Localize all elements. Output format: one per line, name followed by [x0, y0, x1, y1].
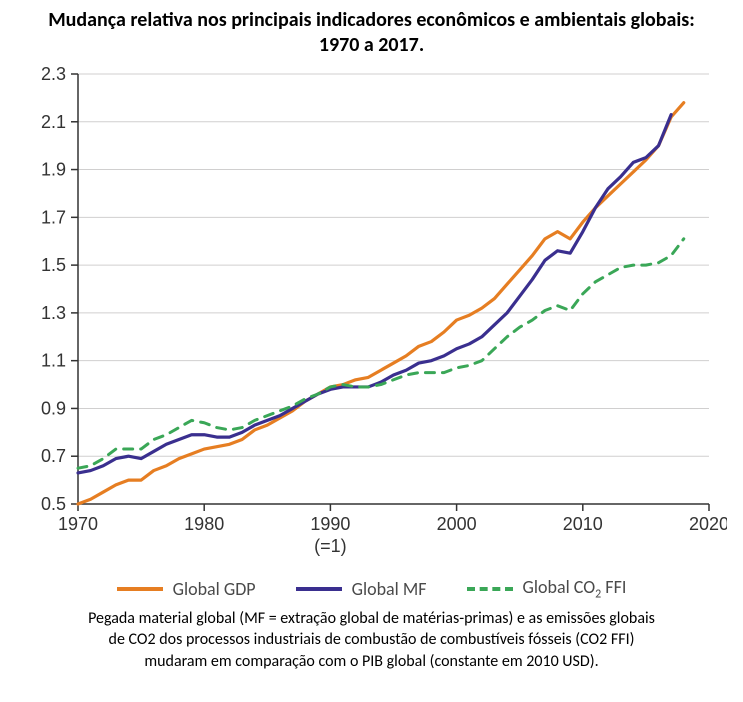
- legend-label: Global CO2 FFI: [523, 576, 627, 602]
- caption-line-2: de CO2 dos processos industriais de comb…: [109, 630, 635, 649]
- legend-item: Global MF: [296, 578, 427, 600]
- line-chart: 1970 1980 1990 2000 2010 2020 (=1) 0.5 0.7 0.9 1.1…: [16, 64, 727, 574]
- title-line-1: Mudança relativa nos principais indicado…: [48, 8, 695, 32]
- legend-swatch: [467, 587, 513, 591]
- x-tick-label: 2010: [563, 514, 603, 534]
- y-tick-label: 1.3: [41, 303, 66, 323]
- x-tick-label: 2020: [689, 514, 727, 534]
- x-tick-label: 1980: [184, 514, 224, 534]
- chart-caption: Pegada material global (MF = extração gl…: [22, 608, 722, 673]
- chart-legend: Global GDP Global MF Global CO2 FFI: [16, 576, 727, 602]
- y-tick-label: 1.9: [41, 160, 66, 180]
- caption-line-1: Pegada material global (MF = extração gl…: [88, 609, 655, 628]
- y-tick-label: 0.9: [41, 398, 66, 418]
- legend-item: Global GDP: [117, 578, 256, 600]
- legend-label: Global GDP: [173, 578, 256, 600]
- legend-swatch: [296, 587, 342, 591]
- legend-label: Global MF: [352, 578, 427, 600]
- legend-item: Global CO2 FFI: [467, 576, 627, 602]
- x-sub-label: (=1): [314, 536, 347, 556]
- x-tick-label: 2000: [437, 514, 477, 534]
- y-tick-label: 1.7: [41, 207, 66, 227]
- chart-title: Mudança relativa nos principais indicado…: [22, 8, 722, 58]
- y-tick-label: 0.5: [41, 494, 66, 514]
- y-tick-label: 2.1: [41, 112, 66, 132]
- chart-svg: 1970 1980 1990 2000 2010 2020 (=1) 0.5 0.7 0.9 1.1…: [16, 64, 727, 574]
- y-tick-label: 1.1: [41, 351, 66, 371]
- y-tick-label: 1.5: [41, 255, 66, 275]
- legend-swatch: [117, 587, 163, 591]
- y-tick-label: 2.3: [41, 64, 66, 84]
- x-tick-label: 1990: [310, 514, 350, 534]
- caption-line-3: mudaram em comparação com o PIB global (…: [144, 652, 598, 671]
- y-tick-label: 0.7: [41, 446, 66, 466]
- title-line-2: 1970 a 2017.: [319, 33, 424, 57]
- x-tick-label: 1970: [58, 514, 98, 534]
